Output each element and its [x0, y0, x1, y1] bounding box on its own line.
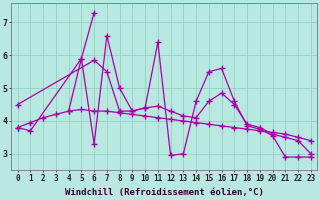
X-axis label: Windchill (Refroidissement éolien,°C): Windchill (Refroidissement éolien,°C)	[65, 188, 264, 197]
